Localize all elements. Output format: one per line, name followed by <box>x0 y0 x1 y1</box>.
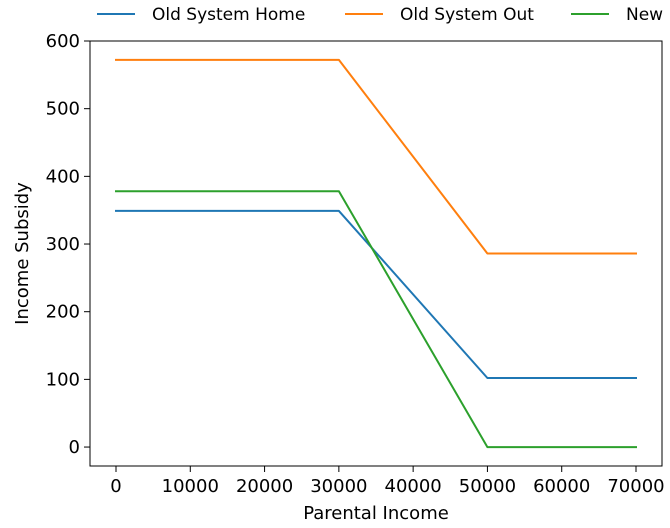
x-tick-label-7: 70000 <box>607 476 664 497</box>
y-tick-label-3: 300 <box>46 234 80 255</box>
plot-area <box>89 40 663 467</box>
x-tick-label-3: 30000 <box>310 476 367 497</box>
series-line-2 <box>115 190 637 449</box>
x-tick-label-5: 50000 <box>459 476 516 497</box>
legend-label-1: Old System Out <box>400 5 534 25</box>
x-axis-ticks: 0 10000 20000 30000 40000 50000 60000 70000 <box>110 466 665 497</box>
y-tick-label-6: 600 <box>46 31 80 52</box>
legend-label-0: Old System Home <box>152 5 305 25</box>
y-tick-label-5: 500 <box>46 99 80 120</box>
x-tick-label-4: 40000 <box>385 476 442 497</box>
y-tick-label-4: 400 <box>46 166 80 187</box>
x-tick-label-2: 20000 <box>236 476 293 497</box>
x-tick-label-0: 0 <box>110 476 121 497</box>
x-tick-label-6: 60000 <box>533 476 590 497</box>
y-axis-ticks: 0 100 200 300 400 500 600 <box>46 31 90 458</box>
y-tick-label-2: 200 <box>46 302 80 323</box>
series-layer <box>115 58 637 449</box>
y-tick-label-1: 100 <box>46 369 80 390</box>
y-tick-label-0: 0 <box>69 437 80 458</box>
x-axis-label: Parental Income <box>303 503 449 524</box>
x-tick-label-1: 10000 <box>162 476 219 497</box>
series-line-0 <box>115 209 637 379</box>
series-line-1 <box>115 58 637 255</box>
legend: Old System Home Old System Out New <box>97 5 663 25</box>
y-axis-label: Income Subsidy <box>12 182 33 325</box>
legend-label-2: New <box>626 5 663 25</box>
